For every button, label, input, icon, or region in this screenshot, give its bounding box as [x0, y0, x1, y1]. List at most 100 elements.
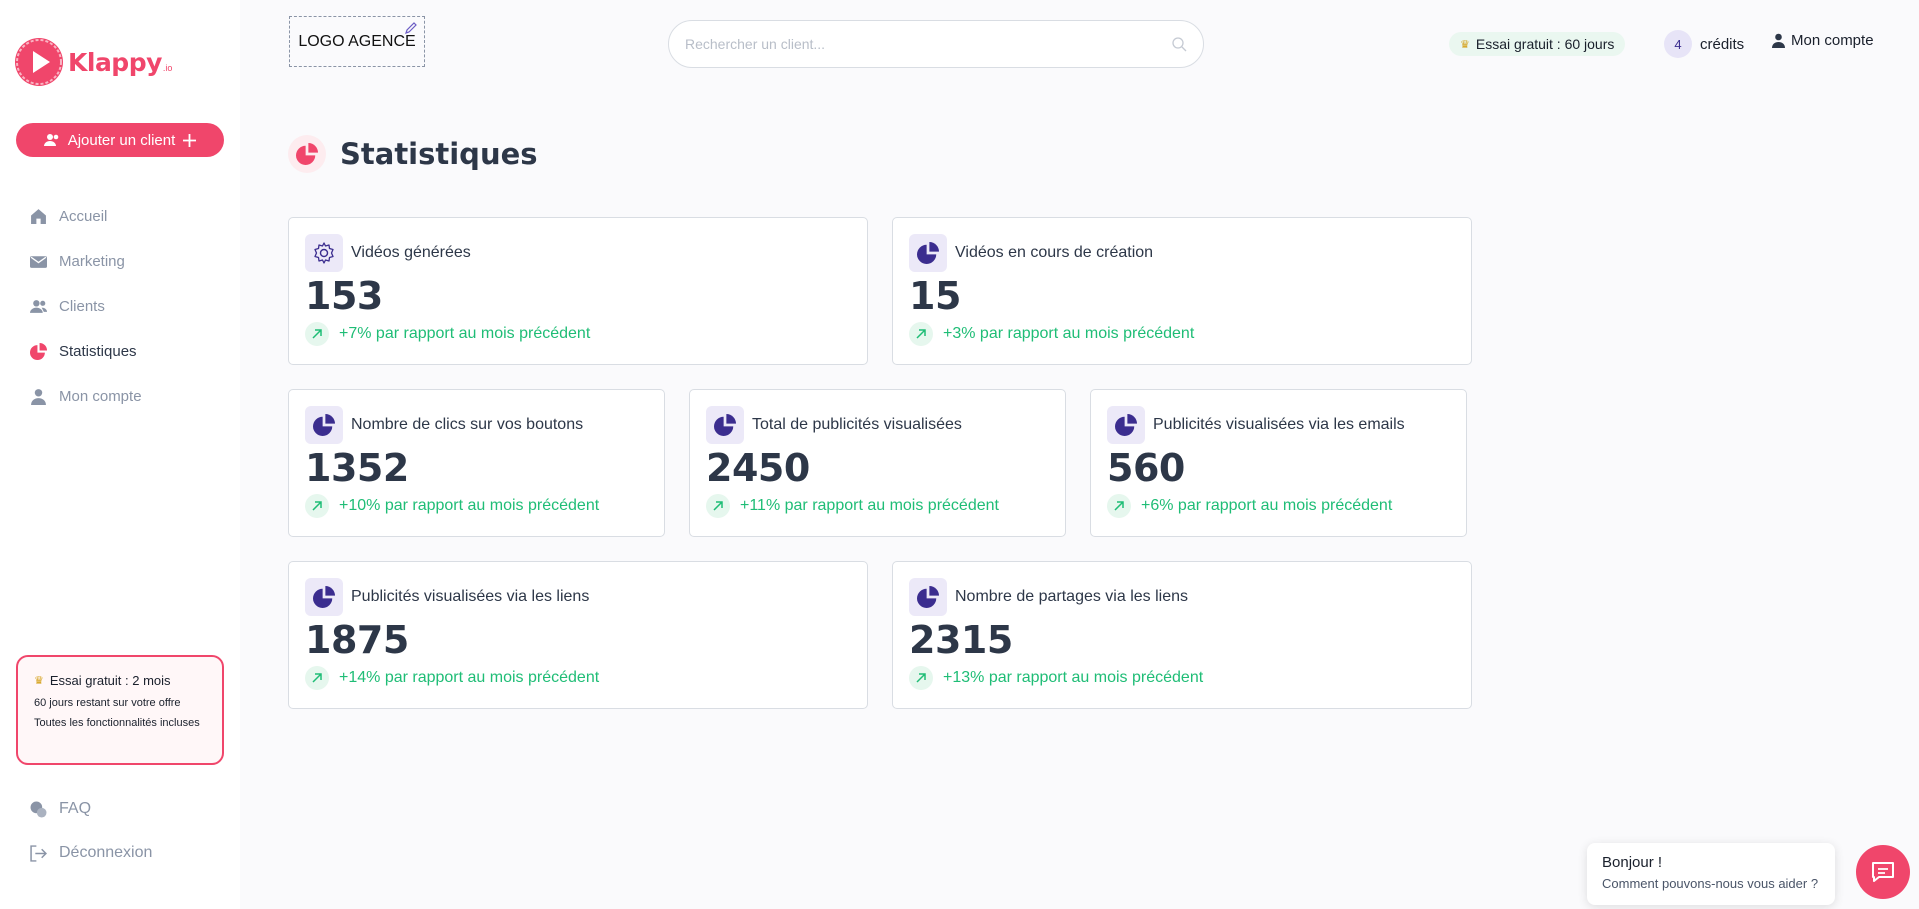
- sidebar-item-label: Mon compte: [59, 388, 142, 405]
- sidebar-item-label: Marketing: [59, 253, 125, 270]
- stat-value: 153: [305, 274, 383, 318]
- pie-chart-icon: [706, 406, 744, 444]
- stat-value: 1875: [305, 618, 409, 662]
- stat-value: 2315: [909, 618, 1013, 662]
- chat-button[interactable]: [1856, 845, 1910, 899]
- trend-up-icon: [305, 666, 329, 690]
- page-title: Statistiques: [288, 135, 538, 173]
- pie-chart-icon: [30, 343, 47, 360]
- stat-card-partages-liens: Nombre de partages via les liens 2315 +1…: [892, 561, 1472, 709]
- gear-icon: [305, 234, 343, 272]
- chat-subtitle: Comment pouvons-nous vous aider ?: [1602, 876, 1819, 891]
- crown-icon: ♛: [34, 675, 44, 687]
- user-icon: [1772, 33, 1785, 48]
- users-icon: [30, 300, 47, 313]
- logo-text: Klappy: [68, 47, 162, 77]
- trend-up-icon: [909, 666, 933, 690]
- stat-delta: +6% par rapport au mois précédent: [1107, 494, 1450, 518]
- sidebar-item-marketing[interactable]: Marketing: [30, 239, 230, 284]
- sidebar-nav: Accueil Marketing Clients Statistiques M…: [30, 194, 230, 419]
- stat-delta-text: +13% par rapport au mois précédent: [943, 669, 1204, 686]
- stat-value: 15: [909, 274, 961, 318]
- stat-delta-text: +6% par rapport au mois précédent: [1141, 497, 1393, 514]
- stat-card-videos-en-cours: Vidéos en cours de création 15 +3% par r…: [892, 217, 1472, 365]
- trial-title: ♛ Essai gratuit : 2 mois: [34, 673, 206, 688]
- stat-value: 1352: [305, 446, 409, 490]
- sidebar: Klappy .io Ajouter un client Accueil Mar…: [0, 0, 240, 909]
- stat-label: Vidéos générées: [351, 244, 471, 261]
- stat-card-publicites-emails: Publicités visualisées via les emails 56…: [1090, 389, 1467, 537]
- users-icon: [43, 134, 59, 146]
- sidebar-item-label: Clients: [59, 298, 105, 315]
- trend-up-icon: [909, 322, 933, 346]
- user-icon: [31, 389, 46, 405]
- faq-icon: [30, 801, 47, 817]
- stat-delta: +10% par rapport au mois précédent: [305, 494, 648, 518]
- sidebar-item-statistiques[interactable]: Statistiques: [30, 329, 230, 374]
- plus-icon: [183, 133, 197, 147]
- pie-chart-icon: [1107, 406, 1145, 444]
- stat-label: Nombre de partages via les liens: [955, 588, 1189, 605]
- chat-title: Bonjour !: [1602, 854, 1663, 871]
- stat-value: 2450: [706, 446, 810, 490]
- trial-features: Toutes les fonctionnalités incluses: [34, 717, 200, 729]
- sidebar-item-faq[interactable]: FAQ: [30, 787, 230, 831]
- trial-title-text: Essai gratuit : 2 mois: [49, 673, 171, 688]
- crown-icon: ♛: [1460, 38, 1470, 51]
- sidebar-item-mon-compte[interactable]: Mon compte: [30, 374, 230, 419]
- stat-label: Vidéos en cours de création: [955, 244, 1154, 261]
- agency-logo-text: LOGO AGENCE: [298, 32, 416, 50]
- credits-button[interactable]: 4 crédits: [1664, 30, 1744, 58]
- stat-label: Publicités visualisées via les emails: [1153, 416, 1405, 433]
- add-client-label: Ajouter un client: [67, 131, 176, 149]
- pie-chart-icon: [909, 578, 947, 616]
- stat-delta-text: +3% par rapport au mois précédent: [943, 325, 1195, 342]
- stat-delta-text: +14% par rapport au mois précédent: [339, 669, 600, 686]
- credits-count: 4: [1664, 30, 1692, 58]
- stat-delta: +14% par rapport au mois précédent: [305, 666, 851, 690]
- sidebar-bottom-nav: FAQ Déconnexion: [30, 787, 230, 875]
- stat-card-total-publicites: Total de publicités visualisées 2450 +11…: [689, 389, 1066, 537]
- trial-info-box: ♛ Essai gratuit : 2 mois 60 jours restan…: [16, 655, 224, 765]
- stat-card-publicites-liens: Publicités visualisées via les liens 187…: [288, 561, 868, 709]
- home-icon: [31, 209, 46, 224]
- play-icon: [15, 38, 63, 86]
- stat-delta-text: +11% par rapport au mois précédent: [740, 497, 999, 514]
- sidebar-item-accueil[interactable]: Accueil: [30, 194, 230, 239]
- stat-delta: +13% par rapport au mois précédent: [909, 666, 1455, 690]
- trial-badge: ♛ Essai gratuit : 60 jours: [1449, 32, 1626, 56]
- search-icon[interactable]: [1172, 36, 1187, 52]
- sidebar-item-label: Statistiques: [59, 343, 137, 360]
- chat-icon: [1872, 862, 1894, 882]
- add-client-button[interactable]: Ajouter un client: [16, 123, 224, 157]
- klappy-logo[interactable]: Klappy .io: [15, 38, 172, 86]
- search-input[interactable]: [685, 36, 1172, 52]
- trend-up-icon: [305, 494, 329, 518]
- stat-label: Total de publicités visualisées: [752, 416, 962, 433]
- trend-up-icon: [1107, 494, 1131, 518]
- mail-icon: [30, 256, 47, 268]
- stat-value: 560: [1107, 446, 1185, 490]
- pie-chart-icon: [305, 406, 343, 444]
- trend-up-icon: [706, 494, 730, 518]
- pie-chart-icon: [909, 234, 947, 272]
- agency-logo-placeholder[interactable]: LOGO AGENCE: [289, 16, 425, 67]
- trend-up-icon: [305, 322, 329, 346]
- stat-label: Nombre de clics sur vos boutons: [351, 416, 584, 433]
- chat-greeting-bubble[interactable]: Bonjour ! Comment pouvons-nous vous aide…: [1587, 843, 1835, 905]
- logout-icon: [30, 844, 47, 862]
- stat-delta-text: +7% par rapport au mois précédent: [339, 325, 591, 342]
- trial-badge-text: Essai gratuit : 60 jours: [1475, 36, 1615, 52]
- stat-card-clics-boutons: Nombre de clics sur vos boutons 1352 +10…: [288, 389, 665, 537]
- trial-remaining: 60 jours restant sur votre offre: [34, 697, 181, 709]
- sidebar-item-label: FAQ: [59, 800, 92, 817]
- stat-label: Publicités visualisées via les liens: [351, 588, 590, 605]
- account-button[interactable]: Mon compte: [1772, 32, 1874, 49]
- search-bar: [668, 20, 1204, 68]
- account-label: Mon compte: [1791, 32, 1874, 49]
- sidebar-item-clients[interactable]: Clients: [30, 284, 230, 329]
- stat-delta: +3% par rapport au mois précédent: [909, 322, 1455, 346]
- edit-icon[interactable]: [404, 21, 418, 35]
- sidebar-item-deconnexion[interactable]: Déconnexion: [30, 831, 230, 875]
- stat-delta-text: +10% par rapport au mois précédent: [339, 497, 600, 514]
